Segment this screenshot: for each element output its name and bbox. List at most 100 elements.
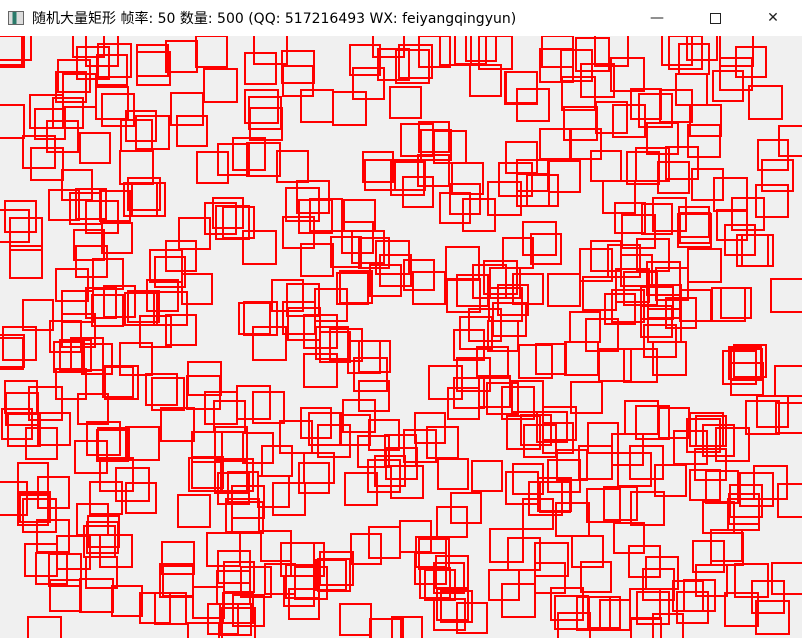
random-rect [246,142,281,177]
random-rect [22,299,54,331]
random-rect [77,393,109,425]
random-rect [638,93,673,128]
random-rect [227,471,259,503]
random-rect [52,97,84,129]
random-rect [756,395,789,428]
random-rect [244,89,279,124]
random-rect [755,184,789,218]
random-rect [774,365,802,397]
random-rect [162,565,194,597]
random-rect [437,458,469,490]
random-rect [165,314,197,346]
random-rect [367,459,401,493]
maximize-button[interactable] [686,0,744,36]
random-rect [594,36,629,67]
random-rect [692,540,725,573]
random-rect [9,217,43,251]
random-rect [733,344,767,378]
random-rect [440,590,473,623]
random-rect [242,432,274,464]
random-rect [4,200,37,233]
random-rect [69,192,102,225]
close-button[interactable]: ✕ [744,0,802,36]
random-rect [687,124,721,158]
random-rect [687,248,722,283]
random-rect [745,400,780,435]
random-rect [370,618,404,638]
random-rect [385,447,418,480]
random-rect [751,580,785,614]
random-rect [0,36,23,66]
random-rect [665,146,699,180]
random-rect [679,212,711,244]
random-rect [315,559,347,591]
random-rect [119,342,153,376]
random-rect [92,258,124,290]
random-rect [465,36,497,62]
random-rect [212,197,244,229]
random-rect [55,268,89,302]
random-rect [76,503,109,536]
random-rect [626,151,660,185]
minimize-button[interactable]: — [628,0,686,36]
random-rect [689,104,722,137]
random-rect [498,162,533,197]
random-rect [24,543,58,577]
random-rect [456,357,491,392]
random-rect [501,386,535,420]
random-rect [753,465,788,500]
random-rect [730,362,764,396]
random-rect [177,494,211,528]
random-rect [0,209,30,243]
random-rect [214,460,248,494]
random-rect [0,36,25,68]
random-rect [468,308,502,342]
random-rect [770,278,802,313]
random-rect [37,476,70,509]
random-rect [17,494,49,526]
random-rect [87,515,120,548]
random-rect [569,311,601,343]
random-rect [101,222,133,254]
random-rect [555,502,590,537]
random-rect [332,91,367,126]
random-rect [281,50,315,84]
random-rect [362,151,394,183]
random-rect [564,341,599,376]
random-rect [369,264,402,297]
random-rect [242,230,277,265]
random-rect [204,391,238,425]
random-rect [497,284,529,316]
random-rect [191,431,223,463]
random-rect [294,566,328,600]
maximize-icon [709,12,721,24]
random-rect [123,182,158,217]
random-rect [161,541,195,575]
random-rect [49,320,82,353]
app-icon [8,11,24,25]
random-rect [542,406,577,441]
random-rect [661,36,693,66]
random-rect [351,230,385,264]
random-rect [647,284,682,319]
random-rect [456,274,489,307]
random-rect [260,530,292,562]
random-rect [89,481,123,515]
random-rect [730,348,763,381]
random-rect [342,399,376,433]
random-rect [391,616,423,638]
random-rect [282,65,314,97]
random-rect [285,187,320,222]
random-rect [330,236,362,268]
random-rect [611,289,645,323]
random-rect [287,307,321,341]
close-icon: ✕ [767,10,779,26]
random-rect [694,448,727,481]
random-rect [426,426,459,459]
random-rect [232,137,266,171]
random-rect [85,36,119,67]
random-rect [539,481,571,513]
random-rect [99,457,134,492]
random-rect [516,88,550,122]
random-rect [300,243,334,277]
